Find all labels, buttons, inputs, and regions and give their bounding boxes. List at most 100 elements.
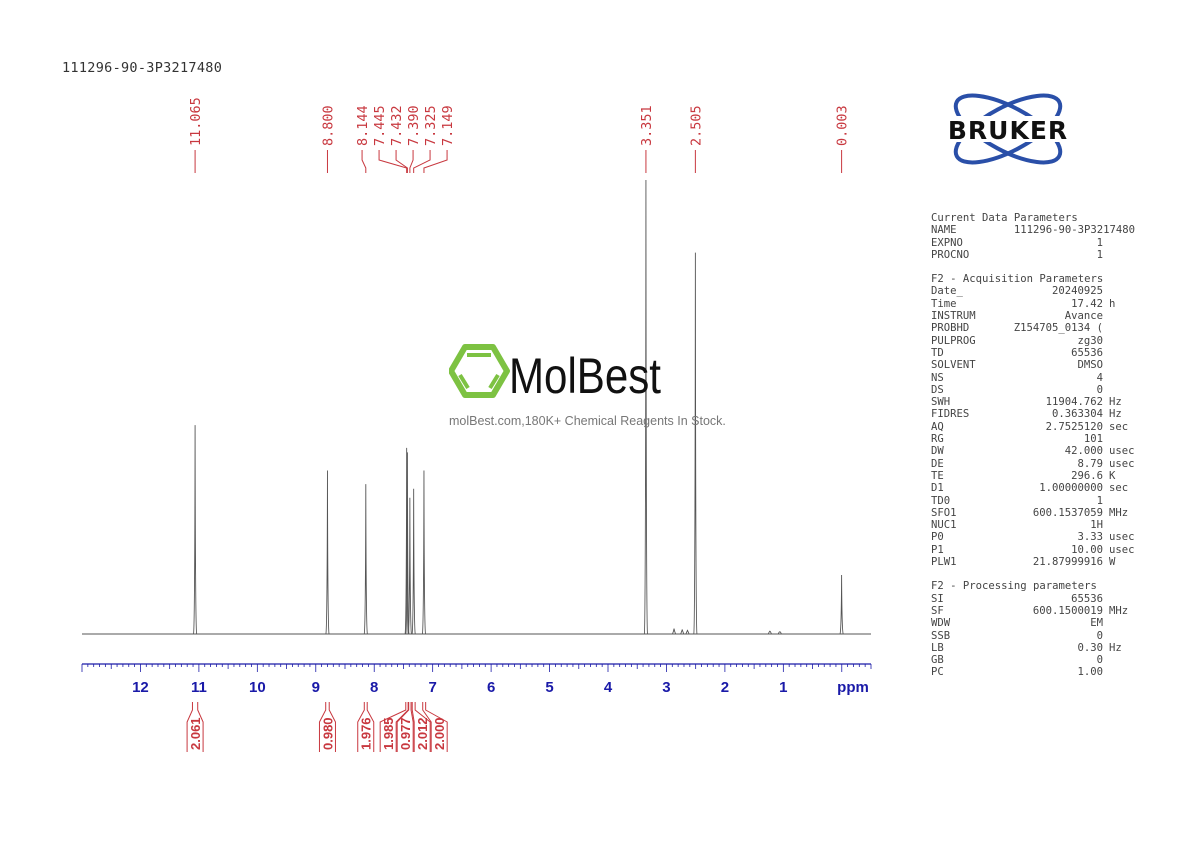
spectrum-peak — [680, 629, 685, 635]
spectrum-peak — [672, 628, 677, 635]
param-unit: Hz — [1109, 408, 1122, 421]
molbest-watermark: MolBest molBest.com,180K+ Chemical Reage… — [448, 343, 749, 428]
param-unit — [1103, 666, 1109, 678]
spectrum-title: 111296-90-3P3217480 — [62, 60, 223, 76]
peak-label: 11.065 — [188, 97, 204, 146]
param-unit: sec — [1109, 420, 1129, 433]
peak-label: 8.800 — [320, 105, 336, 146]
param-unit — [1135, 224, 1141, 236]
peak-label-leader — [413, 150, 431, 173]
peak-label: 0.003 — [835, 105, 851, 146]
param-value: 600.1537059 — [1032, 506, 1103, 519]
param-unit — [1103, 347, 1109, 359]
param-value: 1 — [1096, 494, 1103, 507]
peak-label: 7.432 — [389, 105, 405, 146]
integral-value: 0.977 — [398, 717, 413, 750]
param-unit — [1103, 335, 1109, 347]
spectrum-peak — [325, 470, 330, 635]
param-row: INSTRUM Avance — [931, 310, 1141, 322]
param-value: zg30 — [1077, 334, 1103, 347]
spectrum-peak — [767, 630, 772, 635]
param-unit: sec — [1109, 482, 1129, 495]
param-unit: MHz — [1109, 506, 1129, 519]
param-value: Z154705_0134 ( — [1013, 322, 1103, 335]
param-value: EM — [1090, 617, 1103, 630]
param-value: 0.363304 — [1051, 408, 1103, 421]
param-key: DS — [931, 383, 944, 396]
param-value: 4 — [1096, 371, 1103, 384]
param-row: P1 10.00 usec — [931, 544, 1141, 556]
param-unit — [1103, 322, 1109, 334]
param-row: PC 1.00 — [931, 666, 1141, 678]
param-value: 111296-90-3P3217480 — [1013, 224, 1135, 237]
x-tick-label: 11 — [191, 679, 207, 696]
param-row: SF 600.1500019 MHz — [931, 605, 1141, 617]
param-unit: Hz — [1109, 641, 1122, 654]
x-tick-label: 9 — [312, 679, 320, 696]
integral-bracket — [396, 702, 414, 752]
integral-bracket — [318, 702, 336, 752]
peak-label: 7.445 — [372, 105, 388, 146]
peak-label-leader — [378, 150, 408, 173]
param-unit — [1103, 359, 1109, 371]
param-value: 600.1500019 — [1032, 604, 1103, 617]
param-key: FIDRES — [931, 408, 970, 421]
param-key: LB — [931, 641, 944, 654]
param-value: 0.30 — [1077, 641, 1103, 654]
param-key: Time — [931, 297, 957, 310]
param-row: NUC1 1H — [931, 519, 1141, 531]
param-unit — [1103, 593, 1109, 605]
param-value: 11904.762 — [1045, 396, 1103, 409]
param-unit — [1103, 519, 1109, 531]
param-key: DE — [931, 457, 944, 470]
param-value: 65536 — [1071, 592, 1103, 605]
param-value: 1.00000000 — [1039, 482, 1103, 495]
param-row: PLW1 21.87999916 W — [931, 556, 1141, 568]
integral-value: 2.012 — [415, 717, 430, 750]
param-row: FIDRES 0.363304 Hz — [931, 408, 1141, 420]
param-value: 1 — [1096, 236, 1103, 249]
watermark-tagline: molBest.com,180K+ Chemical Reagents In S… — [449, 414, 726, 428]
integral-value: 0.980 — [320, 717, 335, 750]
integral-value: 2.061 — [188, 717, 203, 750]
peak-label: 2.505 — [688, 105, 704, 146]
param-key: AQ — [931, 420, 944, 433]
param-row: Time 17.42 h — [931, 298, 1141, 310]
param-value: 3.33 — [1077, 531, 1103, 544]
svg-text:BRUKER: BRUKER — [948, 116, 1068, 145]
integral-bracket — [411, 702, 431, 752]
peak-label-leader — [423, 150, 448, 173]
param-value: 20240925 — [1051, 285, 1103, 298]
param-value: 1H — [1090, 519, 1103, 532]
spectrum-peak — [839, 574, 844, 635]
param-unit — [1103, 249, 1109, 261]
param-value: 8.79 — [1077, 457, 1103, 470]
param-unit: W — [1109, 556, 1116, 569]
integral-value: 1.985 — [381, 717, 396, 750]
param-row: DS 0 — [931, 384, 1141, 396]
integral-value: 1.976 — [359, 717, 374, 750]
param-value: 65536 — [1071, 346, 1103, 359]
param-key: Date_ — [931, 285, 963, 298]
param-key: PULPROG — [931, 334, 976, 347]
integral-bracket — [357, 702, 375, 752]
param-key: TD — [931, 346, 944, 359]
spectrum-peak — [363, 484, 368, 635]
x-tick-label: 12 — [132, 679, 149, 696]
param-row: PROCNO 1 — [931, 249, 1141, 261]
param-value: 0 — [1096, 383, 1103, 396]
param-key: TD0 — [931, 494, 951, 507]
x-tick-label: 2 — [721, 679, 729, 696]
param-row: LB 0.30 Hz — [931, 642, 1141, 654]
param-row: SFO1 600.1537059 MHz — [931, 507, 1141, 519]
param-unit — [1103, 384, 1109, 396]
param-key: PROBHD — [931, 322, 970, 335]
spectrum-peak — [404, 447, 409, 635]
param-row: DE 8.79 usec — [931, 458, 1141, 470]
param-value: 101 — [1083, 433, 1103, 446]
param-row: AQ 2.7525120 sec — [931, 421, 1141, 433]
x-tick-label: 5 — [545, 679, 553, 696]
param-key: TE — [931, 469, 944, 482]
param-row: SOLVENT DMSO — [931, 359, 1141, 371]
